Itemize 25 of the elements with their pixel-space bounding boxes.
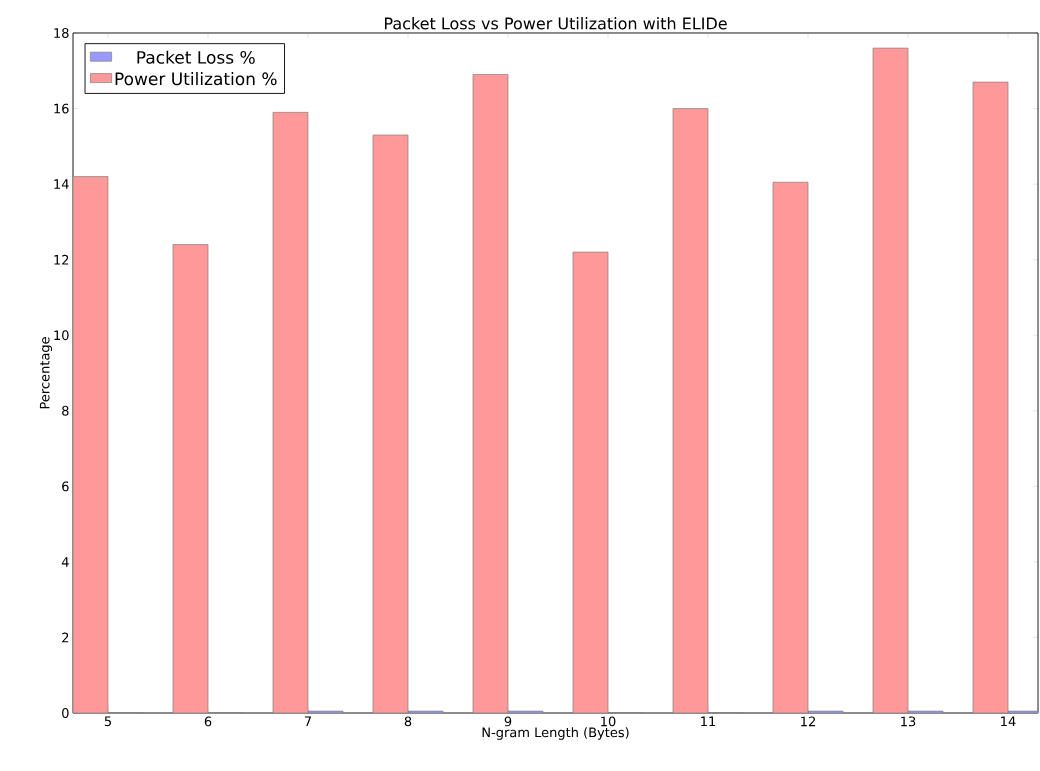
y-axis-title: Percentage xyxy=(39,337,53,409)
x-tick-label: 10 xyxy=(601,716,616,727)
y-tick-label: 2 xyxy=(62,632,69,643)
y-tick-label: 16 xyxy=(54,103,69,114)
x-axis-title: N-gram Length (Bytes) xyxy=(482,727,629,740)
x-tick-label: 7 xyxy=(304,716,312,726)
y-tick-label: 12 xyxy=(54,254,69,265)
legend-label: Packet Loss % xyxy=(137,50,255,64)
legend-label: Power Utilization % xyxy=(115,72,277,86)
x-tick-label: 14 xyxy=(1001,716,1016,726)
y-tick-label: 8 xyxy=(62,405,69,416)
y-tick-label: 0 xyxy=(62,708,69,718)
x-tick-label: 11 xyxy=(701,716,716,726)
y-tick-label: 14 xyxy=(54,179,69,189)
x-tick-label: 5 xyxy=(104,716,112,727)
x-tick-label: 6 xyxy=(204,716,212,727)
y-tick-label: 4 xyxy=(61,557,69,567)
chart-title: Packet Loss vs Power Utilization with ELIDe xyxy=(385,17,727,30)
x-tick-label: 8 xyxy=(404,716,412,727)
y-tick-label: 10 xyxy=(54,330,69,341)
x-tick-label: 9 xyxy=(504,716,512,727)
x-tick-label: 13 xyxy=(901,716,916,727)
x-tick-label: 12 xyxy=(801,716,815,727)
y-tick-label: 18 xyxy=(54,28,69,38)
y-tick-label: 6 xyxy=(62,481,69,492)
